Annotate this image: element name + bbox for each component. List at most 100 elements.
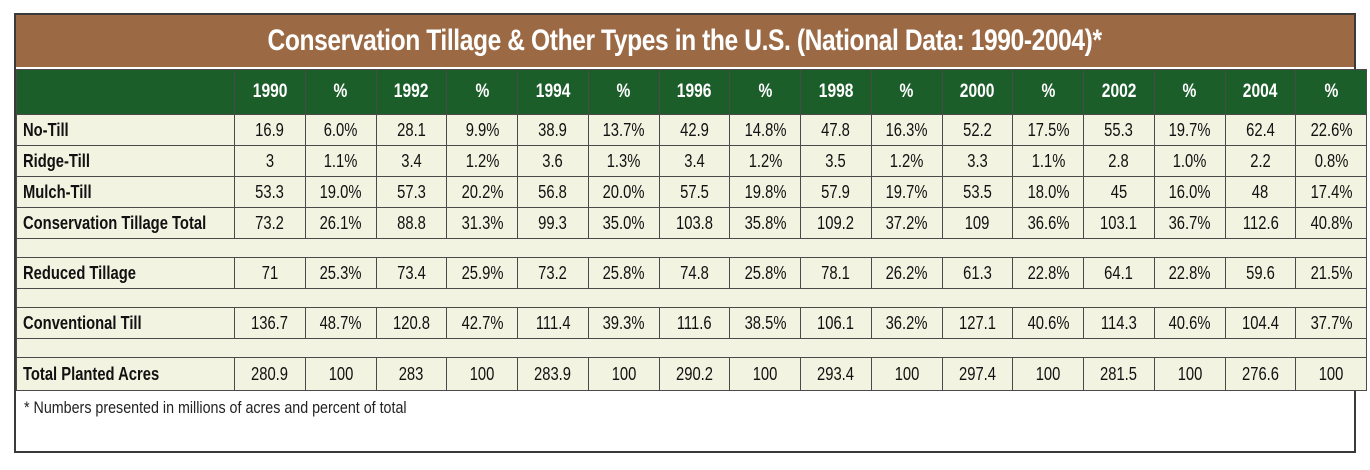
data-cell: 136.7 (234, 307, 306, 339)
data-cell: 3.4 (658, 145, 731, 177)
cell-text: 2.8 (1108, 150, 1130, 171)
cell-text: 1.0% (1172, 150, 1207, 171)
cell-text: 100 (328, 363, 353, 384)
data-cell: 71 (234, 257, 306, 289)
data-cell: 100 (870, 357, 943, 391)
row-label: Ridge-Till (16, 145, 235, 177)
cell-text: 1990 (252, 81, 288, 102)
data-cell: 3.5 (800, 145, 872, 177)
cell-text: 109 (965, 212, 990, 233)
data-cell: 109.2 (800, 207, 872, 239)
cell-text: 100 (1318, 363, 1344, 384)
cell-text: 26.2% (885, 262, 928, 283)
data-cell: 19.8% (729, 176, 801, 208)
cell-text: % (1182, 81, 1197, 102)
data-cell: 59.6 (1224, 257, 1297, 289)
data-cell: 38.9 (517, 114, 589, 146)
cell-text: 28.1 (396, 119, 426, 140)
data-cell: 1.1% (304, 145, 377, 177)
data-cell: 114.3 (1083, 307, 1155, 339)
data-cell: 1.3% (587, 145, 660, 177)
cell-text: 17.4% (1310, 181, 1353, 202)
cell-text: 22.6% (1310, 119, 1353, 140)
cell-text: 25.8% (744, 262, 787, 283)
cell-text: 73.2 (538, 262, 568, 283)
cell-text: 127.1 (958, 312, 996, 333)
cell-text: 16.0% (1168, 181, 1211, 202)
data-cell: 48.7% (304, 307, 377, 339)
cell-text: 19.0% (319, 181, 362, 202)
data-cell: 6.0% (304, 114, 377, 146)
cell-text: 78.1 (821, 262, 851, 283)
data-cell: 106.1 (800, 307, 872, 339)
data-cell: 3.6 (517, 145, 589, 177)
data-cell: 1.2% (729, 145, 801, 177)
data-cell: 57.9 (800, 176, 872, 208)
tillage-data-table: 1990% 1992% 1994% 1996% 1998% 2000% 2002% 2004%… (16, 69, 1367, 391)
data-cell: 40.6% (1153, 307, 1226, 339)
cell-text: 109.2 (817, 212, 855, 233)
cell-text: 71 (261, 262, 279, 283)
cell-text: 3.3 (967, 150, 988, 171)
row-label: Mulch-Till (16, 176, 235, 208)
cell-text: 25.3% (319, 262, 362, 283)
cell-text: 3.4 (401, 150, 422, 171)
cell-text: 40.6% (1168, 312, 1211, 333)
data-cell: 88.8 (375, 207, 448, 239)
cell-text: 1.2% (465, 150, 499, 171)
data-cell: 18.0% (1012, 176, 1084, 208)
cell-text: 57.5 (679, 181, 709, 202)
cell-text: 42.7% (461, 312, 504, 333)
data-cell: 290.2 (658, 357, 731, 391)
cell-text: 31.3% (461, 212, 504, 233)
data-cell: 127.1 (941, 307, 1014, 339)
cell-text: 37.7% (1310, 312, 1353, 333)
column-header: 1990 (234, 69, 306, 115)
data-cell: 109 (941, 207, 1014, 239)
cell-text: 111.4 (535, 312, 571, 333)
data-cell: 35.0% (587, 207, 660, 239)
cell-text: 106.1 (817, 312, 855, 333)
row-label: No-Till (16, 114, 235, 146)
footnote-text: * Numbers presented in millions of acres… (24, 398, 407, 417)
cell-text: 48 (1252, 181, 1269, 202)
cell-text: 73.4 (396, 262, 426, 283)
data-cell: 74.8 (658, 257, 731, 289)
table-row-conventional-till: Conventional Till 136.7 48.7% 120.8 42.7% 111… (16, 307, 1367, 339)
data-cell: 120.8 (375, 307, 448, 339)
data-cell: 1.1% (1012, 145, 1084, 177)
cell-text: 2.2 (1250, 150, 1271, 171)
column-header: % (870, 69, 943, 115)
data-cell: 283.9 (517, 357, 589, 391)
table-title-bar: Conservation Tillage & Other Types in th… (16, 15, 1354, 69)
data-cell: 20.2% (446, 176, 518, 208)
cell-text: 19.8% (744, 181, 787, 202)
tillage-table-frame: Conservation Tillage & Other Types in th… (14, 13, 1367, 453)
data-cell: 31.3% (446, 207, 518, 239)
data-cell: 104.4 (1224, 307, 1297, 339)
cell-text: 3.4 (684, 150, 705, 171)
cell-text: Conventional Till (23, 312, 142, 333)
data-cell: 38.5% (729, 307, 801, 339)
cell-text: 103.8 (675, 212, 713, 233)
data-cell: 39.3% (587, 307, 660, 339)
cell-text: 25.9% (461, 262, 504, 283)
cell-text: 2002 (1101, 81, 1137, 102)
data-cell: 103.8 (658, 207, 731, 239)
data-cell: 100 (587, 357, 660, 391)
cell-text: 16.9 (255, 119, 285, 140)
data-cell: 22.8% (1012, 257, 1084, 289)
cell-text: 20.2% (461, 181, 504, 202)
data-cell: 0.8% (1295, 145, 1367, 177)
cell-text: 100 (752, 363, 778, 384)
column-header: 1996 (658, 69, 731, 115)
cell-text: 21.5% (1310, 262, 1353, 283)
cell-text: 73.2 (255, 212, 285, 233)
data-cell: 55.3 (1083, 114, 1155, 146)
cell-text: 26.1% (319, 212, 362, 233)
cell-text: 2000 (960, 81, 995, 102)
data-cell: 100 (1295, 357, 1367, 391)
data-cell: 17.4% (1295, 176, 1367, 208)
data-cell: 36.2% (870, 307, 943, 339)
data-cell: 25.9% (446, 257, 518, 289)
